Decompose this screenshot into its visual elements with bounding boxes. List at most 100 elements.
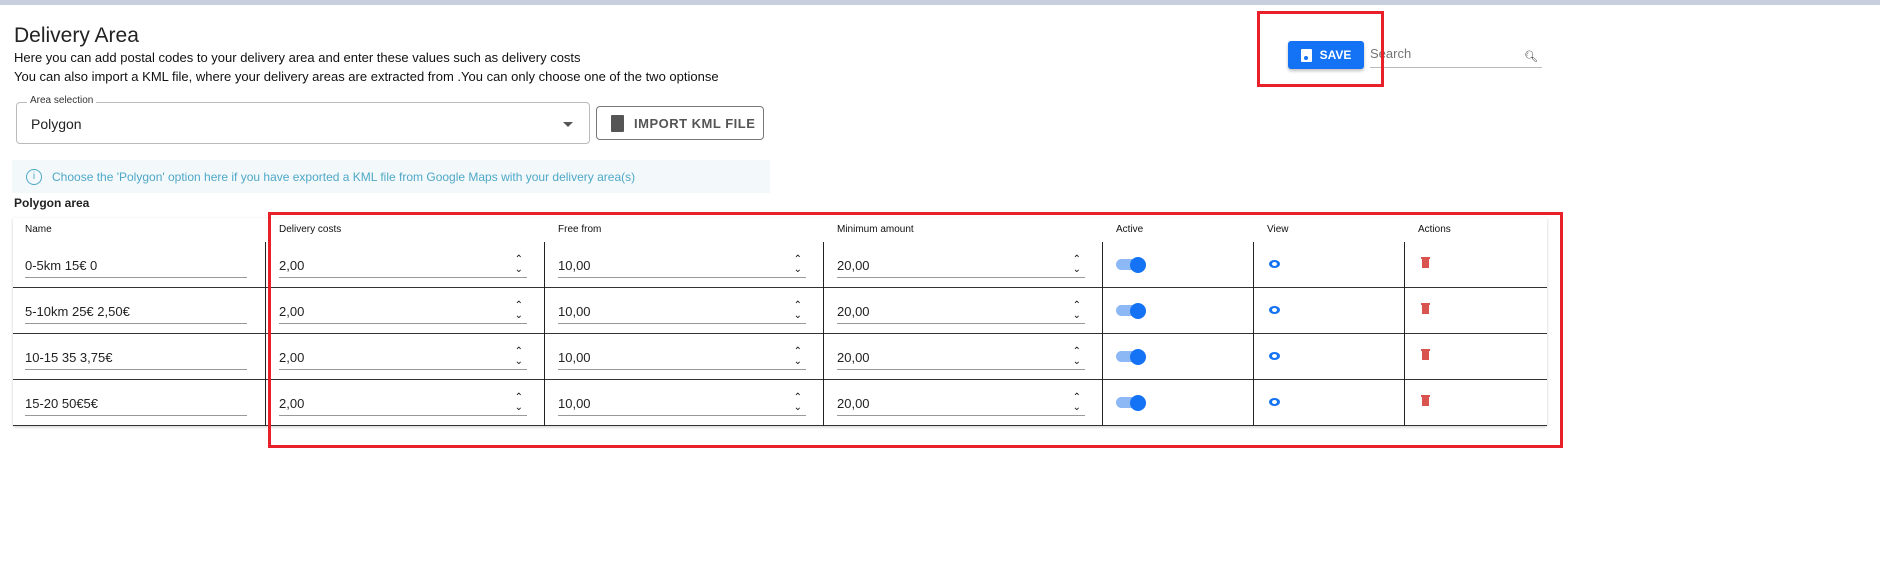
delivery-costs-input[interactable]: 2,00 ⌃ ⌄ bbox=[279, 346, 527, 370]
spinner-arrows-icon[interactable]: ⌃ ⌄ bbox=[1072, 300, 1081, 321]
spinner-arrows-icon[interactable]: ⌃ ⌄ bbox=[793, 392, 802, 413]
search-input[interactable] bbox=[1370, 42, 1510, 65]
column-divider bbox=[265, 380, 266, 426]
column-header-view: View bbox=[1267, 224, 1289, 235]
column-divider bbox=[1102, 380, 1103, 426]
trash-icon[interactable] bbox=[1421, 303, 1430, 314]
table-row: 5-10km 25€ 2,50€ 2,00 ⌃ ⌄ 10,00 ⌃ ⌄ 20,00 ⌃ ⌄ bbox=[13, 288, 1547, 334]
column-header-actions: Actions bbox=[1418, 224, 1451, 235]
search-field[interactable]: 🔍︎ bbox=[1370, 42, 1542, 68]
column-divider bbox=[1404, 334, 1405, 380]
active-toggle[interactable] bbox=[1116, 349, 1146, 365]
caret-down-icon bbox=[563, 122, 573, 127]
table-row: 0-5km 15€ 0 2,00 ⌃ ⌄ 10,00 ⌃ ⌄ 20,00 ⌃ ⌄ bbox=[13, 242, 1547, 288]
value: 20,00 bbox=[837, 396, 870, 411]
column-divider bbox=[823, 288, 824, 334]
value: 10,00 bbox=[558, 304, 591, 319]
column-header-free-from: Free from bbox=[558, 224, 602, 235]
active-toggle[interactable] bbox=[1116, 303, 1146, 319]
column-divider bbox=[1253, 334, 1254, 380]
spinner-arrows-icon[interactable]: ⌃ ⌄ bbox=[1072, 254, 1081, 275]
column-header-active: Active bbox=[1116, 224, 1144, 235]
file-code-icon bbox=[611, 114, 624, 132]
column-divider bbox=[1102, 288, 1103, 334]
eye-icon[interactable] bbox=[1269, 398, 1280, 406]
minimum-amount-input[interactable]: 20,00 ⌃ ⌄ bbox=[837, 392, 1085, 416]
free-from-input[interactable]: 10,00 ⌃ ⌄ bbox=[558, 346, 806, 370]
free-from-input[interactable]: 10,00 ⌃ ⌄ bbox=[558, 300, 806, 324]
column-divider bbox=[1404, 380, 1405, 426]
description-line-2: You can also import a KML file, where yo… bbox=[14, 69, 719, 84]
column-header-delivery-costs: Delivery costs bbox=[279, 224, 342, 235]
column-divider bbox=[544, 242, 545, 288]
table-row: 10-15 35 3,75€ 2,00 ⌃ ⌄ 10,00 ⌃ ⌄ 20,00 ⌃ ⌄ bbox=[13, 334, 1547, 380]
column-divider bbox=[1102, 334, 1103, 380]
trash-icon[interactable] bbox=[1421, 395, 1430, 406]
spinner-arrows-icon[interactable]: ⌃ ⌄ bbox=[514, 254, 523, 275]
name-input[interactable]: 15-20 50€5€ bbox=[25, 394, 247, 416]
column-divider bbox=[544, 380, 545, 426]
spinner-arrows-icon[interactable]: ⌃ ⌄ bbox=[1072, 346, 1081, 367]
delivery-costs-input[interactable]: 2,00 ⌃ ⌄ bbox=[279, 300, 527, 324]
top-bar bbox=[0, 0, 1880, 5]
area-selection-dropdown[interactable]: Area selection Polygon bbox=[16, 95, 590, 144]
column-divider bbox=[1404, 242, 1405, 288]
active-toggle[interactable] bbox=[1116, 395, 1146, 411]
name-input[interactable]: 10-15 35 3,75€ bbox=[25, 348, 247, 370]
spinner-arrows-icon[interactable]: ⌃ ⌄ bbox=[793, 346, 802, 367]
column-divider bbox=[265, 288, 266, 334]
spinner-arrows-icon[interactable]: ⌃ ⌄ bbox=[514, 300, 523, 321]
value: 20,00 bbox=[837, 350, 870, 365]
save-button[interactable]: SAVE bbox=[1288, 41, 1364, 69]
column-divider bbox=[265, 334, 266, 380]
column-divider bbox=[823, 242, 824, 288]
section-title: Polygon area bbox=[14, 196, 90, 210]
name-input[interactable]: 0-5km 15€ 0 bbox=[25, 256, 247, 278]
minimum-amount-input[interactable]: 20,00 ⌃ ⌄ bbox=[837, 300, 1085, 324]
column-divider bbox=[544, 334, 545, 380]
column-divider bbox=[1253, 242, 1254, 288]
area-selection-value: Polygon bbox=[31, 116, 82, 132]
spinner-arrows-icon[interactable]: ⌃ ⌄ bbox=[514, 392, 523, 413]
info-icon: i bbox=[26, 168, 42, 185]
column-header-name: Name bbox=[25, 224, 52, 235]
spinner-arrows-icon[interactable]: ⌃ ⌄ bbox=[793, 254, 802, 275]
description-line-1: Here you can add postal codes to your de… bbox=[14, 50, 581, 65]
column-divider bbox=[544, 288, 545, 334]
active-toggle[interactable] bbox=[1116, 257, 1146, 273]
trash-icon[interactable] bbox=[1421, 257, 1430, 268]
spinner-arrows-icon[interactable]: ⌃ ⌄ bbox=[793, 300, 802, 321]
value: 10,00 bbox=[558, 350, 591, 365]
value: 10,00 bbox=[558, 396, 591, 411]
spinner-arrows-icon[interactable]: ⌃ ⌄ bbox=[514, 346, 523, 367]
name-input[interactable]: 5-10km 25€ 2,50€ bbox=[25, 302, 247, 324]
import-kml-label: IMPORT KML FILE bbox=[634, 115, 756, 131]
import-kml-button[interactable]: IMPORT KML FILE bbox=[596, 106, 764, 140]
table-row: 15-20 50€5€ 2,00 ⌃ ⌄ 10,00 ⌃ ⌄ 20,00 ⌃ ⌄ bbox=[13, 380, 1547, 426]
eye-icon[interactable] bbox=[1269, 352, 1280, 360]
minimum-amount-input[interactable]: 20,00 ⌃ ⌄ bbox=[837, 254, 1085, 278]
value: 2,00 bbox=[279, 350, 305, 365]
polygon-area-table: Name Delivery costs Free from Minimum am… bbox=[13, 218, 1547, 426]
free-from-input[interactable]: 10,00 ⌃ ⌄ bbox=[558, 254, 806, 278]
column-divider bbox=[265, 242, 266, 288]
trash-icon[interactable] bbox=[1421, 349, 1430, 360]
column-divider bbox=[1404, 288, 1405, 334]
delivery-costs-input[interactable]: 2,00 ⌃ ⌄ bbox=[279, 254, 527, 278]
search-icon[interactable]: 🔍︎ bbox=[1524, 51, 1538, 63]
minimum-amount-input[interactable]: 20,00 ⌃ ⌄ bbox=[837, 346, 1085, 370]
eye-icon[interactable] bbox=[1269, 260, 1280, 268]
save-label: SAVE bbox=[1319, 48, 1352, 62]
area-selection-label: Area selection bbox=[27, 95, 97, 106]
value: 2,00 bbox=[279, 304, 305, 319]
column-header-minimum-amount: Minimum amount bbox=[837, 224, 914, 235]
value: 2,00 bbox=[279, 258, 305, 273]
column-divider bbox=[1253, 380, 1254, 426]
free-from-input[interactable]: 10,00 ⌃ ⌄ bbox=[558, 392, 806, 416]
eye-icon[interactable] bbox=[1269, 306, 1280, 314]
delivery-costs-input[interactable]: 2,00 ⌃ ⌄ bbox=[279, 392, 527, 416]
column-divider bbox=[1102, 242, 1103, 288]
value: 20,00 bbox=[837, 304, 870, 319]
value: 20,00 bbox=[837, 258, 870, 273]
spinner-arrows-icon[interactable]: ⌃ ⌄ bbox=[1072, 392, 1081, 413]
